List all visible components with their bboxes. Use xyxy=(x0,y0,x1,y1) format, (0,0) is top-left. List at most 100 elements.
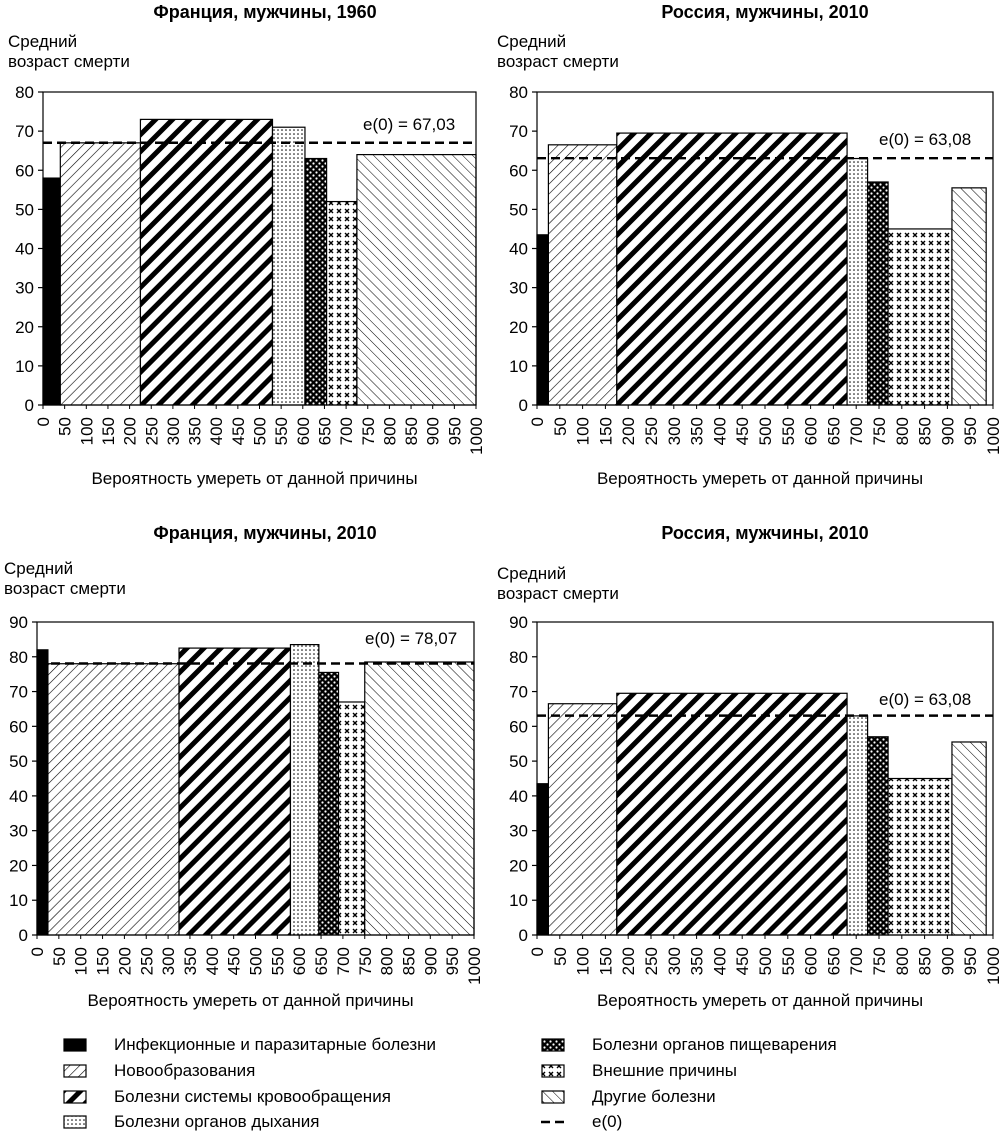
x-tick-label: 450 xyxy=(225,947,244,975)
x-tick-label: 150 xyxy=(596,417,615,445)
legend-item-infectious: Инфекционные и паразитарные болезни xyxy=(62,1034,436,1056)
chart-panel-france-2010: Франция, мужчины, 2010 Средний возраст сме… xyxy=(0,0,1000,1010)
x-axis-label: Вероятность умереть от данной причины xyxy=(91,469,417,488)
x-tick-label: 300 xyxy=(164,417,183,445)
y-tick-label: 50 xyxy=(509,752,528,771)
x-tick-label: 100 xyxy=(574,417,593,445)
y-tick-label: 0 xyxy=(519,396,528,415)
bar-external xyxy=(326,200,358,406)
legend-label: Инфекционные и паразитарные болезни xyxy=(114,1035,437,1054)
x-tick-label: 750 xyxy=(870,417,889,445)
x-tick-label: 150 xyxy=(596,947,615,975)
y-tick-label: 40 xyxy=(509,787,528,806)
legend-label: Болезни органов пищеварения xyxy=(592,1035,837,1054)
legend-label: Новообразования xyxy=(114,1061,256,1080)
x-tick-label: 450 xyxy=(733,417,752,445)
chart-panel-russia-2010-bottom: Россия, мужчины, 2010 Средний возраст смер… xyxy=(0,0,1000,1010)
x-tick-label: 700 xyxy=(847,947,866,975)
x-tick-label: 0 xyxy=(34,417,53,426)
y-tick-label: 30 xyxy=(509,822,528,841)
bar-other xyxy=(364,661,475,936)
y-tick-label: 10 xyxy=(509,891,528,910)
y-tick-label: 80 xyxy=(509,83,528,102)
x-tick-label: 900 xyxy=(938,947,957,975)
legend-swatch-circulatory xyxy=(63,1090,87,1104)
x-tick-label: 500 xyxy=(756,947,775,975)
x-tick-label: 350 xyxy=(688,947,707,975)
x-tick-label: 850 xyxy=(916,417,935,445)
x-tick-label: 500 xyxy=(756,417,775,445)
x-tick-label: 100 xyxy=(574,947,593,975)
x-tick-label: 750 xyxy=(356,947,375,975)
x-tick-label: 650 xyxy=(315,417,334,445)
x-tick-label: 900 xyxy=(938,417,957,445)
chart-panel-france-1960: Франция, мужчины, 1960 Средний возраст сме… xyxy=(0,0,1000,488)
bar-neoplasms xyxy=(47,663,180,936)
x-tick-label: 1000 xyxy=(984,947,1000,985)
y-tick-label: 0 xyxy=(519,926,528,945)
x-tick-label: 350 xyxy=(181,947,200,975)
x-tick-label: 650 xyxy=(824,947,843,975)
y-tick-label: 10 xyxy=(9,891,28,910)
bar-other xyxy=(951,741,987,936)
x-tick-label: 50 xyxy=(551,947,570,966)
y-tick-label: 40 xyxy=(509,240,528,259)
chart-title: Россия, мужчины, 2010 xyxy=(661,523,868,543)
x-tick-label: 750 xyxy=(870,947,889,975)
legend-swatch-neoplasms xyxy=(63,1064,87,1078)
e0-label: e(0) = 67,03 xyxy=(363,115,455,134)
x-tick-label: 300 xyxy=(159,947,178,975)
legend-item-neoplasms: Новообразования xyxy=(62,1060,255,1082)
x-tick-label: 350 xyxy=(186,417,205,445)
legend-label: Внешние причины xyxy=(592,1061,737,1080)
x-tick-label: 250 xyxy=(142,417,161,445)
y-tick-label: 40 xyxy=(9,787,28,806)
y-axis-label: Средний xyxy=(4,559,73,578)
x-tick-label: 550 xyxy=(779,417,798,445)
y-tick-label: 50 xyxy=(509,200,528,219)
y-tick-label: 40 xyxy=(15,240,34,259)
x-tick-label: 550 xyxy=(779,947,798,975)
x-tick-label: 150 xyxy=(94,947,113,975)
bar-circulatory xyxy=(178,647,292,936)
x-tick-label: 200 xyxy=(115,947,134,975)
y-axis-label: возраст смерти xyxy=(8,52,130,71)
x-tick-label: 950 xyxy=(443,947,462,975)
x-tick-label: 400 xyxy=(203,947,222,975)
x-tick-label: 900 xyxy=(421,947,440,975)
x-axis-label: Вероятность умереть от данной причины xyxy=(87,991,413,1010)
y-tick-label: 90 xyxy=(509,613,528,632)
x-tick-label: 650 xyxy=(312,947,331,975)
legend-swatch-other xyxy=(541,1090,565,1104)
x-tick-label: 650 xyxy=(824,417,843,445)
x-tick-label: 500 xyxy=(247,947,266,975)
bar-neoplasms xyxy=(547,144,618,406)
x-tick-label: 700 xyxy=(847,417,866,445)
x-tick-label: 950 xyxy=(961,417,980,445)
x-tick-label: 0 xyxy=(528,947,547,956)
legend-label: Другие болезни xyxy=(592,1087,716,1106)
legend-item-e0: e(0) xyxy=(540,1111,622,1133)
x-tick-label: 100 xyxy=(77,417,96,445)
x-tick-label: 200 xyxy=(619,417,638,445)
x-tick-label: 550 xyxy=(272,417,291,445)
x-tick-label: 250 xyxy=(642,417,661,445)
x-tick-label: 50 xyxy=(50,947,69,966)
x-tick-label: 250 xyxy=(642,947,661,975)
bar-circulatory xyxy=(616,132,848,406)
x-tick-label: 0 xyxy=(528,417,547,426)
x-axis-label: Вероятность умереть от данной причины xyxy=(597,469,923,488)
x-tick-label: 100 xyxy=(72,947,91,975)
bar-digestive xyxy=(866,736,889,936)
y-axis-label: возраст смерти xyxy=(497,52,619,71)
x-tick-label: 600 xyxy=(802,947,821,975)
y-tick-label: 30 xyxy=(15,279,34,298)
x-tick-label: 400 xyxy=(207,417,226,445)
e0-label: e(0) = 63,08 xyxy=(879,130,971,149)
y-tick-label: 60 xyxy=(509,161,528,180)
y-tick-label: 80 xyxy=(509,648,528,667)
y-tick-label: 50 xyxy=(9,752,28,771)
y-tick-label: 80 xyxy=(9,648,28,667)
bar-circulatory xyxy=(139,118,274,406)
